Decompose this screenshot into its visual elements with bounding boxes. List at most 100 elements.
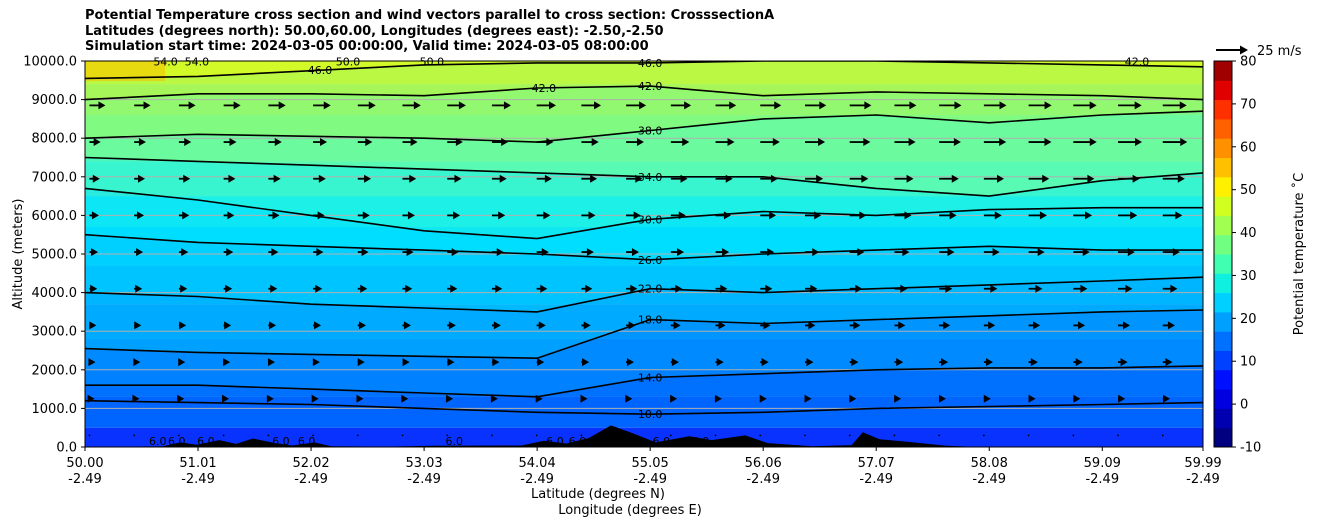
contour-label: 6.0 (546, 435, 564, 448)
wind-vector-dot (178, 434, 180, 437)
wind-vector-head (356, 394, 364, 403)
x-tick-label-lon: -2.49 (68, 472, 102, 487)
wind-vector-head (1028, 394, 1036, 403)
wind-vector-head (583, 321, 591, 330)
colorbar-segment (1214, 61, 1232, 81)
wind-vector-head (402, 358, 410, 367)
wind-vector-head (138, 138, 146, 147)
x-tick-label-lat: 55.05 (632, 456, 669, 471)
colorbar-segment (1214, 427, 1232, 448)
wind-vector-head (633, 211, 641, 220)
wind-vector-head (537, 358, 545, 367)
wind-vector-head (316, 248, 324, 257)
contour-line-46.0 (85, 61, 1203, 80)
colorbar-tick-label: 40 (1240, 226, 1257, 241)
wind-vector-head (992, 248, 1000, 257)
colorbar-tick-label: 0 (1240, 398, 1248, 413)
wind-vector-head (181, 248, 189, 257)
wind-vector-head (625, 394, 633, 403)
wind-vector-head (495, 284, 503, 293)
wind-vector-head (182, 211, 190, 220)
wind-vector-head (409, 174, 417, 183)
wind-vector-head (135, 284, 143, 293)
wind-vector-head (365, 138, 373, 147)
wind-vector-head (851, 358, 859, 367)
contour-lines (85, 61, 1203, 416)
wind-vector-head (450, 284, 458, 293)
contour-label: 18.0 (638, 314, 663, 327)
wind-vector-head (586, 248, 594, 257)
x-tick-label-lat: 51.01 (179, 456, 216, 471)
wind-vector-head (580, 394, 588, 403)
wind-vector-head (549, 101, 557, 110)
colorbar-tick-label: 80 (1240, 55, 1257, 70)
x-tick-label-lat: 54.04 (519, 456, 556, 471)
y-axis: 0.0 1000.0 2000.0 3000.0 4000.0 5000.0 6000.0 7… (23, 55, 85, 456)
wind-vector-head (729, 101, 737, 110)
wind-vector-head (368, 101, 376, 110)
wind-vector-head (501, 138, 509, 147)
wind-vector-head (1037, 248, 1045, 257)
wind-vector-dot (1027, 434, 1030, 437)
wind-vector-dot (714, 434, 717, 437)
x-tick-label-lon: -2.49 (520, 472, 554, 487)
wind-vector-head (180, 284, 188, 293)
wind-vector-head (1120, 358, 1128, 367)
wind-vector-head (994, 211, 1002, 220)
colorbar-segment (1214, 196, 1232, 216)
wind-vector-head (538, 321, 546, 330)
wind-vector-head (312, 358, 320, 367)
wind-vector-head (362, 211, 370, 220)
contour-label: 6.0 (149, 435, 167, 448)
wind-vector-head (184, 138, 192, 147)
y-axis-label: Altitude (meters) (11, 199, 26, 310)
wind-vector-head (999, 138, 1007, 147)
contour-label: 6.0 (168, 435, 186, 448)
wind-vector-dot (982, 434, 985, 437)
x-tick-label-lon: -2.49 (633, 472, 667, 487)
chart-title: Potential Temperature cross section and … (85, 8, 774, 55)
contour-labels: 10.0 14.0 18.0 22.0 26.0 30.0 34.0 38.0 42.0 42.0… (149, 55, 1149, 448)
wind-vector-head (499, 174, 507, 183)
wind-vector-head (947, 248, 955, 257)
wind-vector-head (93, 138, 101, 147)
wind-vector-dot (848, 434, 851, 437)
colorbar-segment (1214, 234, 1232, 255)
wind-vector-dot (133, 434, 136, 437)
contour-line-38.0 (85, 110, 1203, 143)
wind-vector-head (909, 101, 917, 110)
wind-vector-head (98, 101, 106, 110)
y-tick-label: 1000.0 (32, 402, 78, 417)
wind-vector-head (1123, 321, 1131, 330)
wind-vector-head (403, 321, 411, 330)
wind-vector-head (143, 101, 151, 110)
x-tick-label-lon: -2.49 (294, 472, 328, 487)
wind-vector-head (274, 138, 282, 147)
wind-vector-head (900, 284, 908, 293)
contour-label: 14.0 (638, 372, 663, 385)
wind-vector-head (988, 321, 996, 330)
y-tick-label: 6000.0 (32, 209, 78, 224)
wind-vector-head (178, 358, 186, 367)
contour-label: 42.0 (1125, 55, 1150, 68)
colorbar-segment (1214, 118, 1232, 139)
contour-label: 30.0 (638, 213, 663, 226)
wind-vector-head (591, 138, 599, 147)
contour-line-14.0 (85, 365, 1203, 398)
wind-vector-head (774, 101, 782, 110)
colorbar-segment (1214, 292, 1232, 313)
title-line-2: Latitudes (degrees north): 50.00,60.00, … (85, 23, 664, 39)
wind-vector-head (1163, 394, 1171, 403)
contour-label: 6.0 (860, 435, 878, 448)
wind-vector-head (951, 174, 959, 183)
wind-vector-head (1087, 174, 1095, 183)
x-tick-label-lon: -2.49 (859, 472, 893, 487)
wind-vector-head (226, 248, 234, 257)
wind-vector-head (806, 358, 814, 367)
contour-fill-18.0 (85, 277, 1203, 359)
colorbar-segment (1214, 331, 1232, 351)
wind-vector-dot (222, 434, 225, 437)
wind-vector-head (498, 211, 506, 220)
wind-vector-head (630, 284, 638, 293)
wind-vector-head (727, 138, 735, 147)
